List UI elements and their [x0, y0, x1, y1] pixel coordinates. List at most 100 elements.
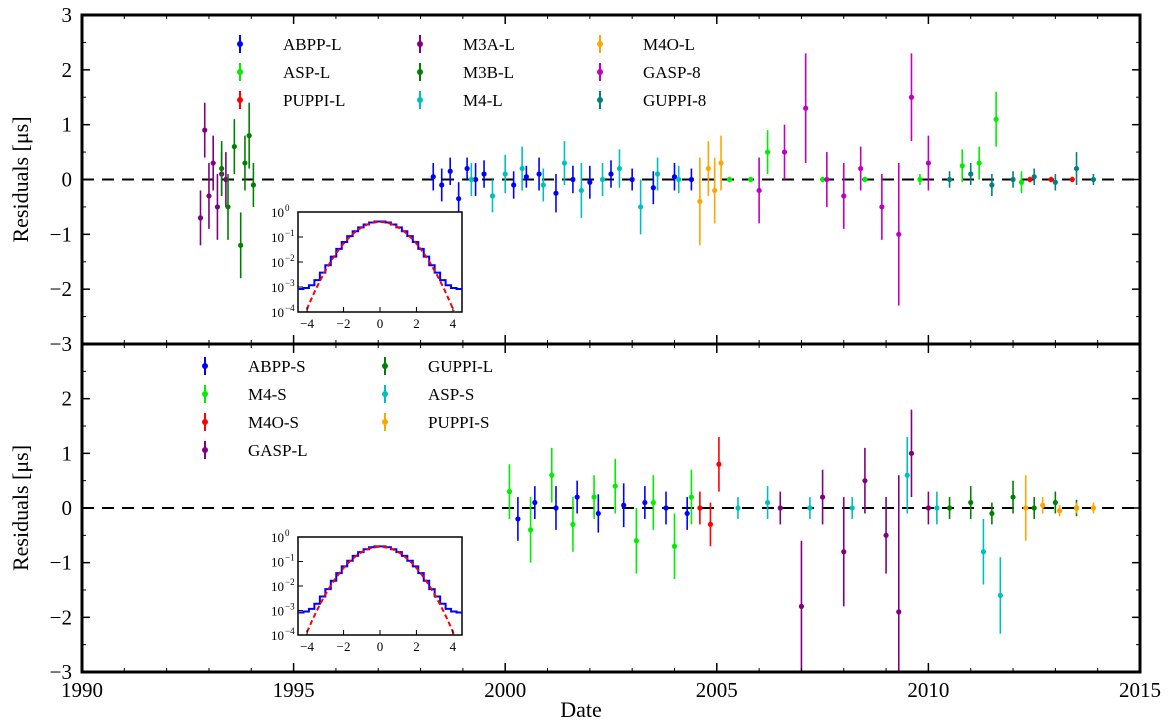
data-point	[553, 190, 559, 196]
data-point	[980, 549, 987, 555]
series-puppi-s	[1023, 475, 1097, 541]
data-point	[578, 187, 584, 194]
inset-plot-area	[298, 220, 462, 312]
data-point	[553, 505, 559, 511]
y-tick-label: 0	[62, 496, 73, 520]
data-point	[219, 165, 225, 172]
data-point	[481, 171, 487, 177]
legend-marker-dot	[202, 447, 208, 453]
data-point	[862, 478, 868, 484]
data-point	[202, 127, 208, 133]
data-point	[671, 543, 678, 549]
data-point	[697, 505, 703, 511]
data-point	[764, 149, 771, 155]
data-point	[997, 592, 1003, 599]
data-point	[574, 494, 580, 500]
data-point	[904, 472, 910, 478]
inset-x-tick-label: 0	[377, 316, 384, 331]
data-point	[883, 532, 889, 538]
data-point	[536, 171, 542, 177]
data-point	[684, 510, 690, 517]
legend-marker-dot	[202, 363, 208, 369]
legend-label: PUPPI-L	[283, 91, 345, 110]
data-point	[934, 505, 940, 511]
data-point	[1069, 176, 1075, 183]
data-point	[707, 521, 714, 528]
legend-marker-dot	[237, 41, 243, 47]
data-point	[989, 182, 995, 188]
inset-y-tick-label: 10	[271, 280, 284, 295]
inset-plot-area	[298, 545, 462, 635]
inset-y-tick-label: 10	[271, 205, 284, 220]
data-point	[925, 505, 932, 511]
data-point	[798, 603, 805, 610]
y-tick-label: 2	[62, 58, 73, 82]
data-point	[908, 94, 915, 100]
legend-label: ASP-L	[283, 63, 330, 82]
y-tick-label: 1	[62, 113, 73, 137]
data-point	[238, 242, 244, 248]
data-point	[430, 174, 436, 180]
data-point	[917, 176, 923, 183]
data-point	[807, 505, 813, 511]
data-point	[663, 505, 669, 511]
data-point	[1031, 174, 1037, 180]
data-point	[515, 516, 521, 522]
legend-item-gasp-l: GASP-L	[202, 441, 308, 460]
inset-y-tick-exponent: −4	[285, 626, 295, 636]
legend-marker-dot	[382, 419, 388, 425]
data-point	[959, 163, 965, 169]
legend-item-asp-s: ASP-S	[382, 385, 474, 404]
data-point	[1010, 494, 1016, 500]
series-guppi-8	[946, 152, 1097, 196]
inset-y-tick-label: 10	[271, 604, 284, 619]
series-m4-s	[506, 447, 695, 580]
y-tick-label: 0	[62, 168, 73, 192]
data-point	[993, 116, 999, 122]
data-point	[671, 174, 678, 180]
data-point	[676, 176, 682, 183]
legend-item-gasp-8: GASP-8	[597, 63, 701, 82]
series-m4-l	[468, 141, 682, 235]
data-point	[489, 193, 496, 199]
series-m4o-s	[697, 436, 722, 547]
bottom-panel: −3 −2 −1 0 1 2 Residuals [μs] ABPP-S M4-S M4O-S GA…	[8, 342, 1142, 684]
data-point	[468, 176, 474, 183]
series-abpp-l	[430, 157, 695, 216]
inset-y-tick-exponent: −1	[285, 553, 295, 563]
legend-marker-dot	[417, 97, 423, 103]
inset-y-tick-label: 10	[271, 530, 284, 545]
data-point	[824, 176, 830, 183]
series-abpp-s	[515, 480, 690, 541]
data-point	[820, 494, 826, 500]
data-point	[549, 472, 555, 478]
data-point	[595, 510, 601, 517]
y-axis-title: Residuals [μs]	[8, 116, 33, 242]
inset-frame	[297, 536, 463, 636]
data-point	[561, 160, 568, 166]
data-point	[523, 174, 529, 180]
data-point	[654, 171, 661, 177]
inset-x-tick-label: 4	[450, 316, 457, 331]
data-point	[756, 187, 762, 194]
legend-label: GASP-L	[248, 441, 308, 460]
data-point	[748, 176, 754, 183]
data-point	[976, 160, 982, 166]
x-tick-label: 2015	[1119, 678, 1161, 702]
legend-label: M4O-S	[248, 413, 299, 432]
data-point	[849, 505, 855, 511]
data-point	[502, 171, 508, 177]
data-point	[650, 499, 656, 506]
data-point	[532, 499, 538, 506]
legend-label: GUPPI-L	[428, 357, 493, 376]
inset-x-tick-label: −2	[337, 316, 351, 331]
data-point	[1023, 505, 1029, 511]
inset-y-tick-exponent: 0	[285, 203, 290, 213]
data-point	[862, 176, 868, 183]
legend-label: GASP-8	[643, 63, 701, 82]
x-axis: 1990 1995 2000 2005 2010 2015	[61, 678, 1161, 702]
legend-marker-dot	[202, 391, 208, 397]
data-point	[989, 510, 995, 517]
